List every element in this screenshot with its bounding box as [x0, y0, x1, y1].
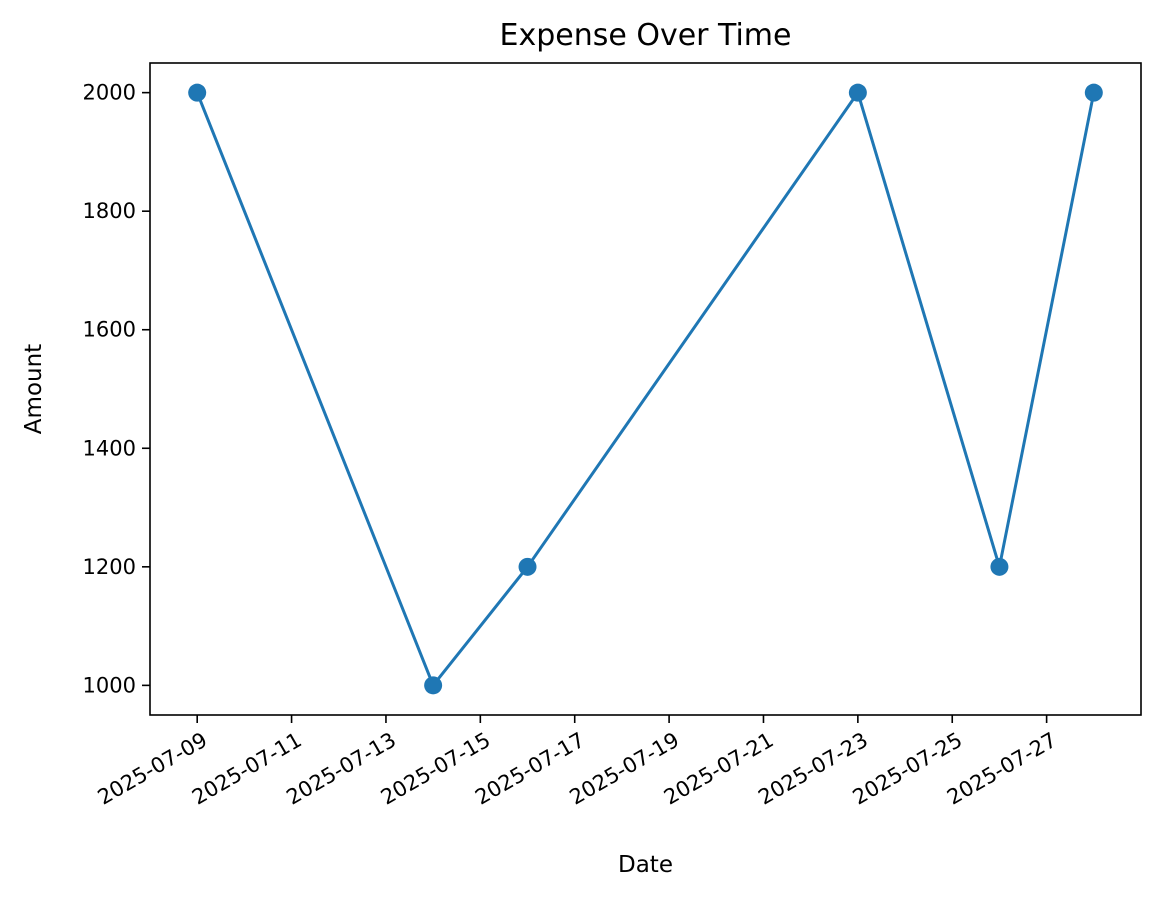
y-tick-label: 1000	[83, 673, 136, 697]
y-tick-label: 1400	[83, 436, 136, 460]
series-layer	[188, 83, 1103, 695]
data-point	[1084, 83, 1103, 102]
y-tick-label: 1200	[83, 555, 136, 579]
data-point	[188, 83, 207, 102]
data-point	[848, 83, 867, 102]
x-axis-label: Date	[618, 852, 673, 878]
y-tick-label: 1800	[83, 199, 136, 223]
data-point	[990, 557, 1009, 576]
y-tick-label: 2000	[83, 81, 136, 105]
data-point	[518, 557, 537, 576]
data-point	[424, 676, 443, 695]
series-line	[195, 91, 1096, 687]
y-tick-label: 1600	[83, 318, 136, 342]
chart-title: Expense Over Time	[500, 18, 792, 53]
y-axis-label: Amount	[21, 344, 47, 434]
plot-frame	[149, 62, 1142, 716]
